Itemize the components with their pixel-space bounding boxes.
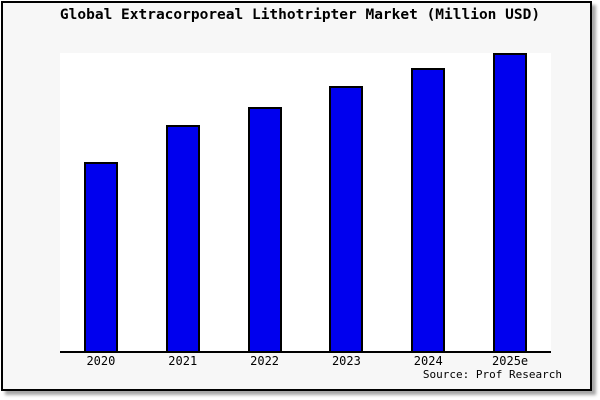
x-tick-label-2024: 2024 — [413, 354, 443, 368]
bar-2022 — [247, 106, 282, 351]
bar-2024 — [411, 67, 446, 351]
x-tick-label-2023: 2023 — [331, 354, 361, 368]
x-tick-label-2020: 2020 — [86, 354, 116, 368]
bars — [60, 53, 551, 351]
bar-2023 — [329, 85, 364, 351]
x-axis-labels: 2020 2021 2022 2023 2024 2025e — [60, 354, 551, 368]
source-attribution: Source: Prof Research — [422, 368, 562, 381]
chart-title: Global Extracorporeal Lithotripter Marke… — [59, 7, 541, 23]
bar-2021 — [165, 124, 200, 351]
x-tick-label-2022: 2022 — [250, 354, 280, 368]
bar-2025e — [493, 53, 528, 351]
x-tick-label-2025e: 2025e — [492, 354, 529, 368]
x-tick-label-2021: 2021 — [168, 354, 198, 368]
bar-2020 — [83, 161, 118, 351]
plot-area — [60, 53, 551, 353]
